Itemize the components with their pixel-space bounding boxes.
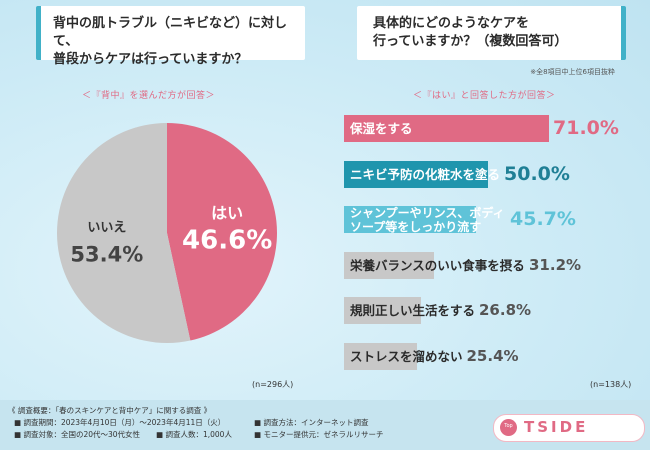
bar-value-0: 71.0%	[553, 117, 619, 139]
left-n-count: (n=296人)	[252, 380, 294, 389]
survey-title: 《 調査概要：「春のスキンケアと背中ケア」に関する調査 》	[8, 406, 212, 415]
bar-3	[344, 251, 434, 279]
bar-row: 栄養バランスのいい食事を摂る 31.2%	[344, 251, 644, 279]
bar-0	[344, 115, 549, 142]
left-panel: 背中の肌トラブル（ニキビなど）に対して、 普段からケアは行っていますか？ ＜『背…	[0, 0, 325, 400]
right-subtitle: ＜『はい』と回答した方が回答＞	[413, 91, 556, 101]
bar-label-3: 栄養バランスのいい食事を摂る	[350, 252, 525, 279]
bar-label-2: シャンプーやリンス、ボディ ソープ等をしっかり流す	[350, 206, 505, 234]
left-subtitle: ＜『背中』を選んだ方が回答＞	[82, 91, 216, 101]
pie-label-0: はい	[211, 204, 243, 223]
bar-label-line: 栄養バランスのいい食事を摂る	[350, 257, 525, 273]
logo-badge: Top	[500, 419, 517, 436]
bar-label-0: 保湿をする	[350, 115, 413, 142]
bar-2	[344, 206, 476, 233]
bar-label-5: ストレスを溜めない	[350, 343, 463, 370]
bar-row: 規則正しい生活をする 26.8%	[344, 297, 644, 324]
bar-1	[344, 160, 488, 188]
bar-label-line: ニキビ予防の化粧水を塗る	[350, 166, 501, 182]
pie-value-1: 53.4%	[70, 242, 143, 266]
logo-badge-text: Top	[504, 423, 513, 429]
survey-period: ■ 調査期間：2023年4月10日（月）〜2023年4月11日（火）	[14, 418, 226, 427]
right-n-count: (n=138人)	[590, 380, 632, 389]
bar-4	[344, 297, 421, 324]
pie-slice-1	[57, 123, 191, 343]
bar-row: ストレスを溜めない 25.4%	[344, 342, 644, 370]
bar-label-line: シャンプーやリンス、ボディ	[350, 206, 505, 220]
bar-label-line: 保湿をする	[350, 121, 413, 136]
right-question: 具体的にどのようなケアを 行っていますか？（複数回答可）	[373, 15, 567, 51]
tside-logo: Top TSIDE	[493, 414, 645, 442]
bar-value-2: 45.7%	[510, 208, 576, 230]
right-panel: 具体的にどのようなケアを 行っていますか？（複数回答可） ※全8項目中上位6項目…	[325, 0, 650, 400]
bar-value-3: 31.2%	[529, 255, 582, 274]
bar-row: シャンプーやリンス、ボディ ソープ等をしっかり流す 45.7%	[344, 206, 644, 234]
bar-label-line: ソープ等をしっかり流す	[350, 220, 482, 234]
items-note: ※全8項目中上位6項目抜粋	[530, 68, 615, 76]
pie-slice-0	[167, 123, 277, 341]
bar-5	[344, 342, 417, 370]
left-question-line1: 背中の肌トラブル（ニキビなど）に対して、	[53, 16, 288, 49]
right-question-box: 具体的にどのようなケアを 行っていますか？（複数回答可）	[357, 6, 626, 60]
right-question-line1: 具体的にどのようなケアを	[373, 16, 530, 31]
bar-value-1: 50.0%	[504, 162, 570, 185]
bar-value-4: 26.8%	[479, 301, 532, 319]
bar-value-5: 25.4%	[466, 346, 519, 365]
bar-label-line: 規則正しい生活をする	[350, 303, 476, 318]
survey-provider: ■ モニター提供元：ゼネラルリサーチ	[254, 430, 384, 439]
bar-row: ニキビ予防の化粧水を塗る 50.0%	[344, 160, 644, 188]
left-question-box: 背中の肌トラブル（ニキビなど）に対して、 普段からケアは行っていますか？	[36, 6, 305, 67]
pie-chart: はい 46.6% いいえ 53.4%	[57, 123, 277, 343]
survey-people: ■ 調査人数：1,000人	[156, 430, 232, 439]
bar-row: 保湿をする 71.0%	[344, 115, 644, 142]
bar-label-1: ニキビ予防の化粧水を塗る	[350, 161, 500, 188]
right-question-line2: 行っていますか？（複数回答可）	[373, 34, 568, 49]
bar-label-4: 規則正しい生活をする	[350, 297, 475, 324]
left-question-line2: 普段からケアは行っていますか？	[53, 52, 248, 67]
left-question: 背中の肌トラブル（ニキビなど）に対して、 普段からケアは行っていますか？	[53, 15, 305, 69]
logo-text: TSIDE	[524, 418, 589, 436]
survey-method: ■ 調査方法：インターネット調査	[254, 418, 369, 427]
pie-value-0: 46.6%	[182, 226, 272, 256]
pie-label-1: いいえ	[87, 220, 126, 235]
survey-target: ■ 調査対象：全国の20代〜30代女性	[14, 430, 141, 439]
bar-label-line: ストレスを溜めない	[350, 348, 463, 364]
